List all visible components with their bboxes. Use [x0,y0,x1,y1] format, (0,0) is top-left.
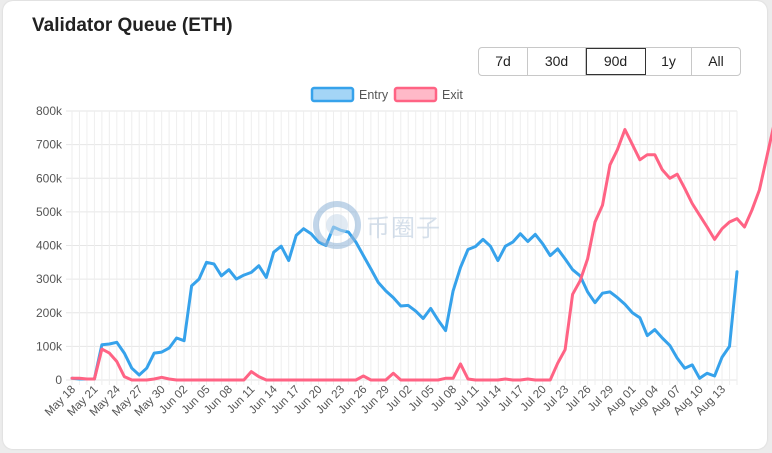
page-title: Validator Queue (ETH) [32,15,233,36]
y-tick-label: 600k [36,171,63,185]
time-range-selector: 7d 30d 90d 1y All [478,47,741,76]
y-tick-label: 300k [36,272,63,286]
watermark: 币圈子 [312,200,441,250]
y-tick-label: 700k [36,138,63,152]
y-axis: 0 100k 200k 300k 400k 500k 600k 700k 800k [36,104,63,387]
chart-grid [66,110,738,385]
y-tick-label: 200k [36,306,63,320]
range-all-button[interactable]: All [708,53,724,69]
range-7d-button[interactable]: 7d [479,48,528,75]
chart-legend: Entry Exit [310,86,463,103]
legend-swatch-entry [310,86,355,103]
y-tick-label: 400k [36,239,63,253]
range-90d-button[interactable]: 90d [586,48,646,75]
range-1y-button[interactable]: 1y [646,48,692,75]
y-tick-label: 800k [36,104,63,118]
x-tick-label: Jul 08 [429,384,459,414]
y-tick-label: 500k [36,205,63,219]
legend-label-entry: Entry [359,88,389,102]
legend-label-exit: Exit [442,88,463,102]
watermark-text: 币圈子 [366,213,441,242]
watermark-logo-icon [313,201,361,249]
series-line-entry [70,225,739,381]
legend-swatch-exit [393,86,438,103]
series-lines [70,126,772,382]
range-30d-button[interactable]: 30d [528,48,586,75]
y-tick-label: 0 [55,373,62,387]
series-line-exit [70,126,772,382]
y-tick-label: 100k [36,339,63,353]
